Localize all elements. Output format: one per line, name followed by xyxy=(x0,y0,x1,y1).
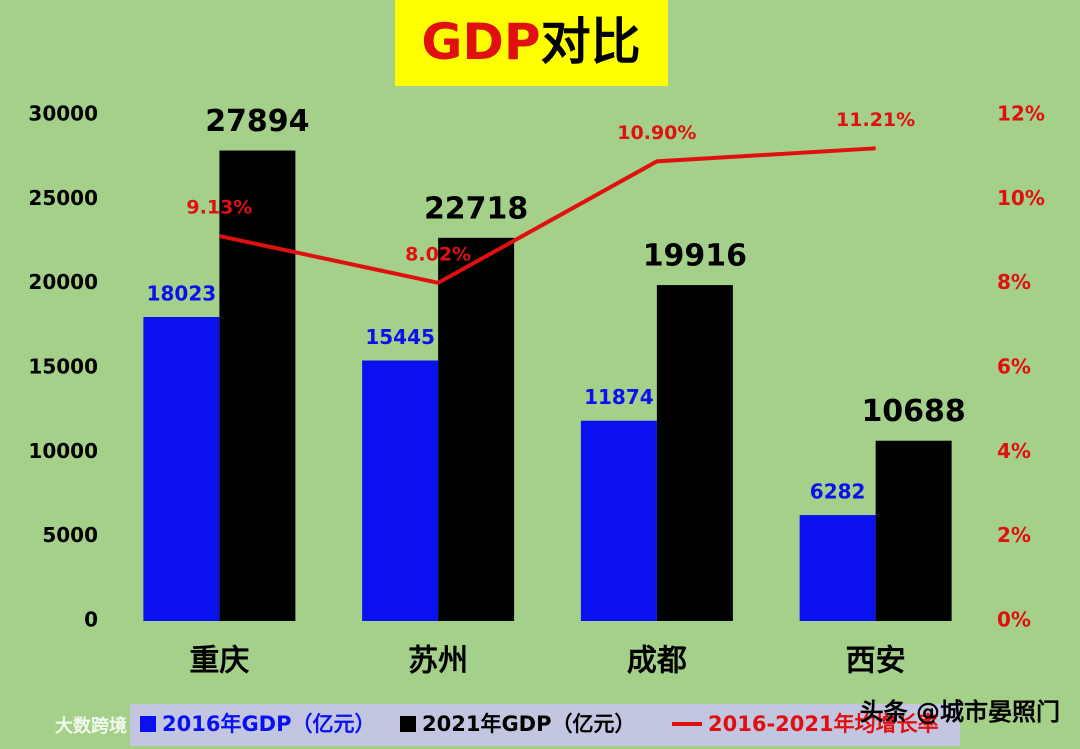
y-tick-label: 20000 xyxy=(28,270,98,294)
bar xyxy=(143,317,220,621)
y-tick-label: 30000 xyxy=(28,102,98,126)
data-label: 27894 xyxy=(205,104,309,139)
legend-label: 2016-2021年均增长率 xyxy=(708,712,939,736)
legend-swatch xyxy=(400,716,416,732)
y2-tick-label: 12% xyxy=(997,102,1045,126)
bar xyxy=(656,285,733,621)
y-tick-label: 25000 xyxy=(28,186,98,210)
data-label: 10688 xyxy=(861,394,965,429)
bar xyxy=(799,515,876,621)
x-tick-label: 苏州 xyxy=(408,644,468,679)
data-label: 15445 xyxy=(365,325,435,349)
line-label: 8.02% xyxy=(405,243,471,265)
y2-tick-label: 8% xyxy=(997,270,1031,294)
data-label: 6282 xyxy=(810,480,866,504)
y2-tick-label: 10% xyxy=(997,186,1045,210)
y2-tick-label: 4% xyxy=(997,439,1031,463)
bar xyxy=(580,420,657,621)
title-part: 对比 xyxy=(541,13,641,71)
line-label: 10.90% xyxy=(617,122,696,144)
legend-swatch xyxy=(140,716,156,732)
data-label: 11874 xyxy=(584,385,654,409)
legend-label: 2021年GDP（亿元） xyxy=(422,712,636,736)
line-label: 11.21% xyxy=(836,109,915,131)
data-label: 18023 xyxy=(147,282,217,306)
bar xyxy=(875,440,952,621)
data-label: 19916 xyxy=(643,239,747,274)
line-label: 9.13% xyxy=(186,197,252,219)
bar xyxy=(362,360,439,621)
watermark: 头条 @城市晏照门 xyxy=(860,698,1060,726)
y-tick-label: 15000 xyxy=(28,355,98,379)
title-part: GDP xyxy=(421,13,540,71)
x-tick-label: 西安 xyxy=(846,644,906,679)
x-tick-label: 成都 xyxy=(627,644,687,679)
line xyxy=(218,146,876,285)
y-tick-label: 5000 xyxy=(42,523,98,547)
y-tick-label: 0 xyxy=(84,608,98,632)
y2-tick-label: 6% xyxy=(997,355,1031,379)
y2-tick-label: 0% xyxy=(997,608,1031,632)
y2-tick-label: 2% xyxy=(997,523,1031,547)
legend-label: 2016年GDP（亿元） xyxy=(162,712,376,736)
bar xyxy=(438,237,515,621)
title-box xyxy=(395,0,668,86)
bar xyxy=(219,150,296,622)
watermark: 大数跨境 xyxy=(55,715,127,737)
x-tick-label: 重庆 xyxy=(189,644,249,679)
legend-box xyxy=(130,704,960,746)
y-tick-label: 10000 xyxy=(28,439,98,463)
data-label: 22718 xyxy=(424,191,528,226)
chart-title: GDP对比 xyxy=(421,13,640,71)
